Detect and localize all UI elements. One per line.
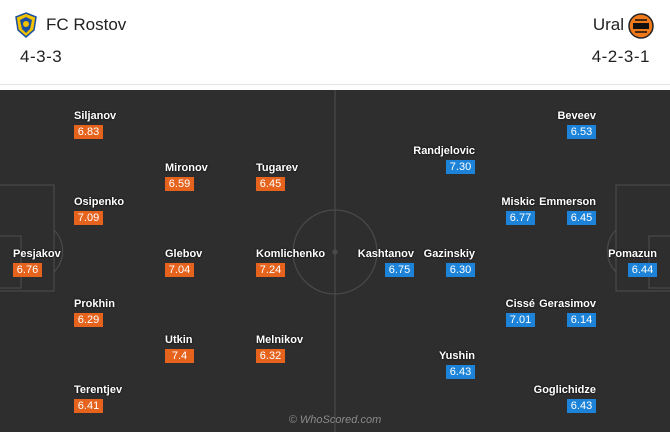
player-name: Miskic <box>501 196 535 208</box>
player-rating: 6.43 <box>567 399 596 413</box>
player-name: Beveev <box>557 110 596 122</box>
player-name: Terentjev <box>74 384 123 396</box>
player-rating: 6.30 <box>446 263 475 277</box>
player-name: Goglichidze <box>533 384 596 396</box>
player-name: Utkin <box>165 334 193 346</box>
player-name: Osipenko <box>74 196 125 208</box>
match-header: FC Rostov 4-3-3 Ural 4-2-3-1 <box>0 0 670 85</box>
player-rating: 7.30 <box>446 160 475 174</box>
player-name: Pomazun <box>608 248 657 260</box>
player-rating: 6.59 <box>165 177 194 191</box>
player-rating: 6.29 <box>74 313 103 327</box>
player-name: Yushin <box>438 350 475 362</box>
player-name: Emmerson <box>539 196 596 208</box>
player-rating: 6.41 <box>74 399 103 413</box>
player-name: Randjelovic <box>413 145 475 157</box>
player-name: Pesjakov <box>13 248 61 260</box>
player-name: Cissé <box>505 298 535 310</box>
player-rating: 6.43 <box>446 365 475 379</box>
home-team-name[interactable]: FC Rostov <box>46 15 127 34</box>
player-name: Siljanov <box>74 110 117 122</box>
away-team-name[interactable]: Ural <box>592 15 624 34</box>
player-rating: 7.24 <box>256 263 285 277</box>
player-name: Tugarev <box>256 162 298 174</box>
player-rating: 6.45 <box>256 177 285 191</box>
player-name: Kashtanov <box>357 248 414 260</box>
rostov-crest-icon <box>15 12 37 38</box>
player-rating: 6.32 <box>256 349 285 363</box>
home-formation: 4-3-3 <box>20 47 63 66</box>
pitch <box>0 90 670 432</box>
player-rating: 6.45 <box>567 211 596 225</box>
ural-crest-icon <box>628 13 654 39</box>
player-name: Gerasimov <box>539 298 596 310</box>
player-rating: 7.4 <box>165 349 194 363</box>
player-rating: 6.53 <box>567 125 596 139</box>
away-formation: 4-2-3-1 <box>591 47 650 66</box>
player-rating: 7.09 <box>74 211 103 225</box>
player-rating: 6.77 <box>506 211 535 225</box>
pitch-lines <box>0 90 670 432</box>
player-name: Komlichenko <box>256 248 326 260</box>
player-rating: 6.44 <box>628 263 657 277</box>
player-rating: 7.04 <box>165 263 194 277</box>
player-rating: 6.83 <box>74 125 103 139</box>
watermark: © WhoScored.com <box>288 414 382 426</box>
player-name: Mironov <box>165 162 208 174</box>
player-name: Prokhin <box>74 298 115 310</box>
player-name: Gazinskiy <box>423 248 475 260</box>
player-name: Melnikov <box>256 334 304 346</box>
player-rating: 6.14 <box>567 313 596 327</box>
player-rating: 6.75 <box>385 263 414 277</box>
player-rating: 7.01 <box>506 313 535 327</box>
player-name: Glebov <box>165 248 203 260</box>
player-rating: 6.76 <box>13 263 42 277</box>
